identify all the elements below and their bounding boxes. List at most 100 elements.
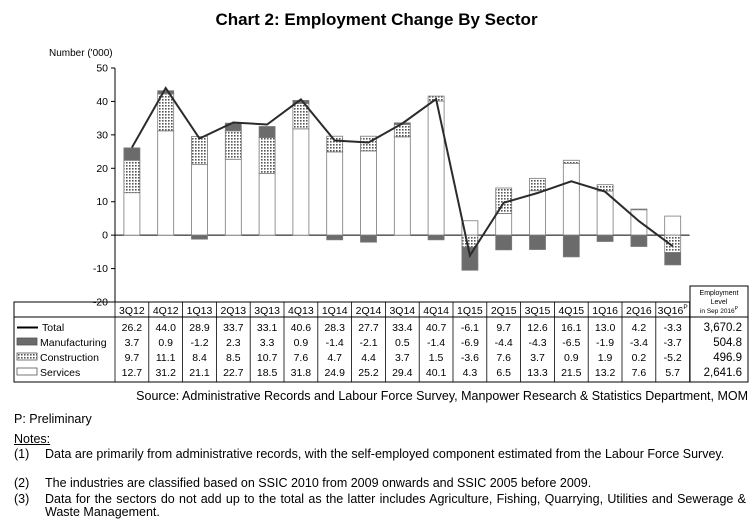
category-label: 3Q14 <box>389 305 415 317</box>
y-tick-label: 30 <box>96 129 108 141</box>
cell-total-3Q13: 33.1 <box>257 322 278 334</box>
cell-services-2Q16: 7.6 <box>632 367 647 379</box>
cell-manufacturing-3Q14: 0.5 <box>395 337 410 349</box>
y-tick-label: 50 <box>96 63 108 75</box>
category-label: 2Q16 <box>626 305 652 317</box>
total-line-path <box>131 86 674 259</box>
cell-services-1Q13: 21.1 <box>189 367 210 379</box>
cell-total-2Q13: 33.7 <box>223 322 244 334</box>
cell-services-4Q15: 21.5 <box>561 367 582 379</box>
cell-total-2Q14: 27.7 <box>358 322 379 334</box>
bar-construction-3Q16 <box>664 234 682 253</box>
bar-construction-3Q12 <box>123 159 141 194</box>
legend-key-services <box>16 367 38 376</box>
category-label: 3Q13 <box>254 305 280 317</box>
cell-manufacturing-3Q16: -3.7 <box>664 337 682 349</box>
cell-services-4Q13: 31.8 <box>291 367 312 379</box>
cell-total-3Q15: 12.6 <box>527 322 548 334</box>
category-label: 4Q14 <box>423 305 449 317</box>
cell-total-1Q13: 28.9 <box>189 322 210 334</box>
bar-manufacturing-3Q12 <box>123 147 141 161</box>
bar-manufacturing-1Q15 <box>461 246 479 271</box>
cell-manufacturing-3Q13: 3.3 <box>260 337 275 349</box>
cell-construction-3Q15: 3.7 <box>530 352 545 364</box>
bar-services-1Q13 <box>191 164 208 236</box>
note-2: (2) The industries are classified based … <box>14 477 746 490</box>
bar-construction-2Q16 <box>630 208 648 211</box>
category-label: 2Q14 <box>356 305 382 317</box>
level-value-total: 3,670.2 <box>704 322 742 334</box>
level-header-line-1: Employment <box>700 290 739 297</box>
bar-services-3Q13 <box>258 172 276 236</box>
category-label: 3Q16P <box>658 304 688 317</box>
cell-manufacturing-2Q13: 2.3 <box>226 337 241 349</box>
total-line <box>131 86 674 259</box>
bar-manufacturing-1Q14 <box>326 234 344 241</box>
cell-services-4Q14: 40.1 <box>426 367 447 379</box>
chart-title: Chart 2: Employment Change By Sector <box>215 10 538 29</box>
cell-total-1Q14: 28.3 <box>324 322 345 334</box>
bar-manufacturing-3Q16 <box>664 252 682 266</box>
cell-manufacturing-2Q15: -4.4 <box>495 337 513 349</box>
cell-manufacturing-1Q14: -1.4 <box>326 337 344 349</box>
bar-manufacturing-2Q16 <box>630 234 648 247</box>
cell-total-2Q16: 4.2 <box>632 322 647 334</box>
cell-construction-3Q13: 10.7 <box>257 352 278 364</box>
cell-construction-4Q14: 1.5 <box>429 352 444 364</box>
category-label: 2Q15 <box>491 305 517 317</box>
cell-construction-2Q13: 8.5 <box>226 352 241 364</box>
cell-services-3Q13: 18.5 <box>257 367 278 379</box>
y-tick-label: 10 <box>96 196 108 208</box>
bar-services-2Q13 <box>224 158 242 236</box>
bar-services-3Q15 <box>529 190 546 236</box>
cell-total-4Q13: 40.6 <box>291 322 312 334</box>
legend-label-total: Total <box>42 322 64 334</box>
preliminary-marker: P <box>735 306 739 312</box>
cell-total-1Q15: -6.1 <box>461 322 479 334</box>
bar-manufacturing-3Q13 <box>258 126 276 138</box>
cell-services-1Q15: 4.3 <box>463 367 478 379</box>
cell-services-1Q14: 24.9 <box>324 367 345 379</box>
y-tick-label: 40 <box>96 96 108 108</box>
cell-manufacturing-1Q16: -1.9 <box>596 337 614 349</box>
bar-manufacturing-3Q15 <box>529 234 546 250</box>
cell-total-3Q12: 26.2 <box>122 322 143 334</box>
note-text: The industries are classified based on S… <box>45 476 592 490</box>
level-value-manufacturing: 504.8 <box>713 337 742 349</box>
note-number: (3) <box>14 492 30 506</box>
bar-services-4Q15 <box>562 162 580 236</box>
cell-manufacturing-4Q13: 0.9 <box>294 337 309 349</box>
legend-label-services: Services <box>40 367 80 379</box>
bar-services-2Q14 <box>360 150 377 236</box>
y-axis-label: Number ('000) <box>49 48 113 59</box>
data-table: 3Q12 4Q12 1Q13 2Q13 3Q13 4Q13 1Q14 2Q14 3Q14 4Q14… <box>13 285 749 383</box>
cell-services-4Q12: 31.2 <box>155 367 176 379</box>
cell-manufacturing-2Q16: -3.4 <box>630 337 648 349</box>
cell-manufacturing-2Q14: -2.1 <box>359 337 377 349</box>
source-note: Source: Administrative Records and Labou… <box>136 389 748 403</box>
cell-total-4Q14: 40.7 <box>426 322 447 334</box>
bar-manufacturing-2Q15 <box>495 234 513 251</box>
legend-key-construction <box>16 352 38 361</box>
cell-total-2Q15: 9.7 <box>496 322 511 334</box>
note-text: Data are primarily from administrative r… <box>45 447 725 461</box>
cell-services-2Q14: 25.2 <box>358 367 379 379</box>
note-number: (2) <box>14 476 30 490</box>
bar-services-1Q14 <box>326 151 344 236</box>
bar-manufacturing-1Q16 <box>596 234 614 242</box>
y-tick-label: -10 <box>93 263 108 275</box>
category-label: 4Q15 <box>558 305 584 317</box>
note-number: (1) <box>14 447 30 461</box>
bar-services-4Q12 <box>157 130 175 236</box>
cell-services-3Q15: 13.3 <box>527 367 548 379</box>
category-label: 1Q15 <box>457 305 483 317</box>
cell-manufacturing-4Q15: -6.5 <box>562 337 580 349</box>
cell-construction-1Q13: 8.4 <box>192 352 207 364</box>
cell-construction-2Q16: 0.2 <box>632 352 647 364</box>
legend-key-manufacturing <box>16 337 38 346</box>
bar-construction-1Q14 <box>326 135 344 153</box>
cell-manufacturing-1Q13: -1.2 <box>190 337 208 349</box>
bar-manufacturing-4Q15 <box>562 234 580 258</box>
bar-services-3Q14 <box>393 136 411 236</box>
